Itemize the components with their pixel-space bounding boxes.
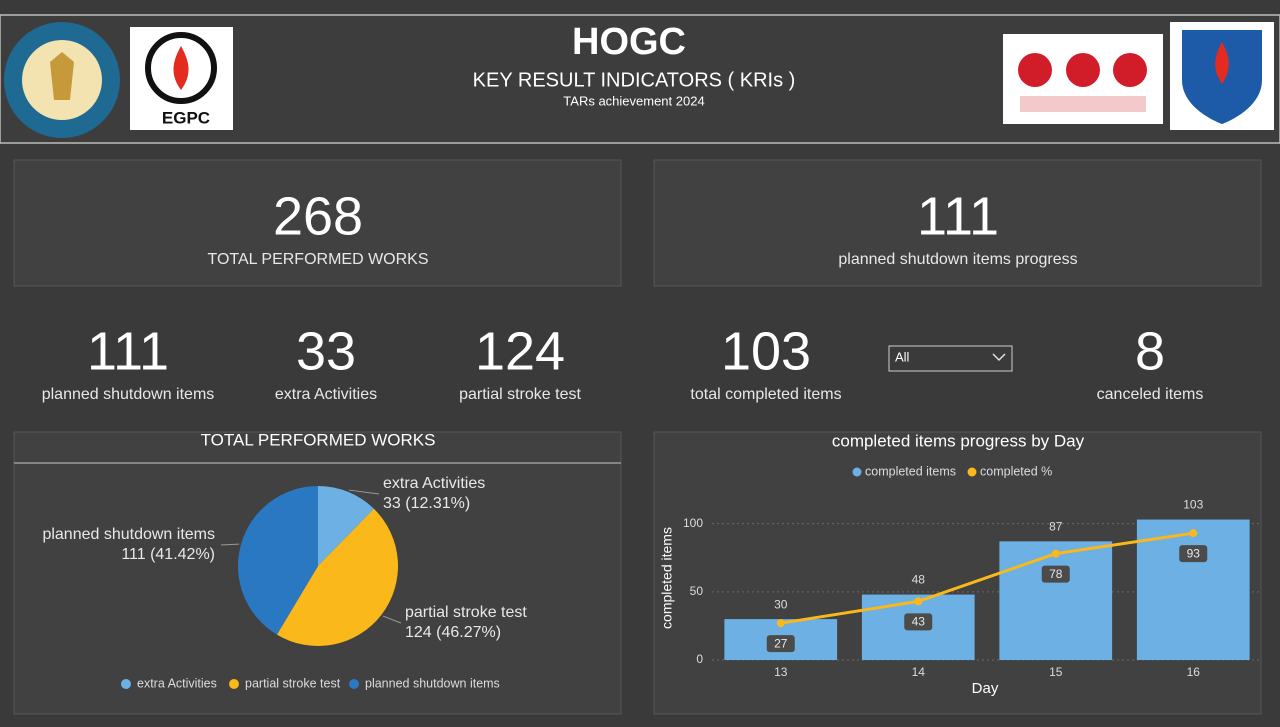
x-axis-label: Day — [972, 680, 999, 697]
cert-badge — [1018, 53, 1052, 87]
bar — [1136, 519, 1250, 660]
slice-label: partial stroke test — [405, 604, 527, 621]
header-subtitle: KEY RESULT INDICATORS ( KRIs ) — [473, 69, 796, 91]
legend-dot — [852, 467, 862, 477]
leader-line — [382, 615, 402, 624]
egpc-ring — [145, 32, 217, 104]
kpi-label: planned shutdown items progress — [838, 251, 1077, 268]
kpi-value: 8 — [1135, 321, 1165, 381]
kpi-label: extra Activities — [275, 386, 377, 403]
point-label: 27 — [774, 636, 788, 650]
kpi-value: 124 — [475, 321, 565, 381]
dropdown-value[interactable]: All — [895, 349, 910, 364]
bar-label: 87 — [1049, 520, 1063, 534]
header-title: HOGC — [572, 21, 686, 63]
kpi-value: 103 — [721, 321, 811, 381]
pie-slice — [238, 486, 318, 635]
cert-badge — [1113, 53, 1147, 87]
line-point — [914, 597, 923, 606]
chart-title: TOTAL PERFORMED WORKS — [201, 430, 436, 449]
line-point — [776, 619, 785, 628]
dropdown-box[interactable] — [888, 345, 1013, 372]
asorc-flame — [1215, 42, 1229, 84]
legend-label: extra Activities — [137, 676, 217, 690]
pie-slice — [318, 486, 374, 566]
cert-text-block — [1020, 96, 1146, 112]
dropdown-chevron[interactable] — [992, 353, 1006, 362]
point-label: 43 — [912, 615, 926, 629]
point-label-box — [1041, 565, 1070, 583]
kpi-value: 33 — [296, 321, 356, 381]
legend-dot — [121, 679, 131, 689]
kpi-value: 111 — [87, 321, 169, 381]
kpi-value: 268 — [273, 186, 363, 246]
kpi-label: canceled items — [1097, 386, 1204, 403]
eagle-icon — [50, 52, 74, 100]
point-label: 93 — [1187, 546, 1201, 560]
y-axis-label: completed items — [659, 527, 675, 629]
header-caption: TARs achievement 2024 — [563, 93, 704, 108]
kpi-card — [13, 159, 622, 287]
kpi-label: TOTAL PERFORMED WORKS — [207, 251, 428, 268]
slice-value: 124 (46.27%) — [405, 624, 501, 641]
chart-title: completed items progress by Day — [832, 431, 1085, 450]
cert-badge — [1066, 53, 1100, 87]
bar-label: 30 — [774, 597, 788, 611]
slice-value: 33 (12.31%) — [383, 495, 470, 512]
legend-label: planned shutdown items — [365, 676, 500, 690]
point-label-box — [766, 635, 795, 653]
slice-label: planned shutdown items — [42, 526, 215, 543]
legend-dot — [967, 467, 977, 477]
kpi-label: total completed items — [690, 386, 841, 403]
legend-dot — [229, 679, 239, 689]
point-label-box — [1179, 545, 1208, 563]
x-tick-label: 13 — [774, 665, 788, 679]
leader-line — [220, 543, 239, 546]
egpc-text: EGPC — [162, 108, 210, 127]
leader-line — [348, 489, 380, 495]
line — [780, 531, 1194, 625]
x-tick-label: 14 — [912, 665, 926, 679]
x-tick-label: 15 — [1049, 665, 1063, 679]
point-label: 78 — [1049, 567, 1063, 581]
y-tick-label: 50 — [690, 584, 704, 598]
line-point — [1189, 529, 1198, 538]
y-tick-label: 0 — [696, 652, 703, 666]
legend-dot — [349, 679, 359, 689]
kpi-value: 111 — [917, 186, 999, 246]
x-tick-label: 16 — [1187, 665, 1201, 679]
line-point — [1051, 549, 1060, 558]
kpi-label: partial stroke test — [459, 386, 581, 403]
legend-label: completed items — [865, 464, 956, 478]
bar-label: 48 — [912, 573, 926, 587]
legend-label: partial stroke test — [245, 676, 341, 690]
pie-slice — [276, 508, 399, 646]
slice-label: extra Activities — [383, 475, 485, 492]
slice-value: 111 (41.42%) — [121, 546, 215, 563]
kpi-card — [653, 159, 1262, 287]
filter-dropdown[interactable]: All — [888, 345, 1013, 372]
y-tick-label: 100 — [683, 516, 703, 530]
kpi-label: planned shutdown items — [42, 386, 215, 403]
egpc-flame — [173, 46, 189, 90]
legend-label: completed % — [980, 464, 1052, 478]
bar — [999, 541, 1113, 660]
point-label-box — [904, 613, 933, 631]
bar-label: 103 — [1183, 498, 1203, 512]
